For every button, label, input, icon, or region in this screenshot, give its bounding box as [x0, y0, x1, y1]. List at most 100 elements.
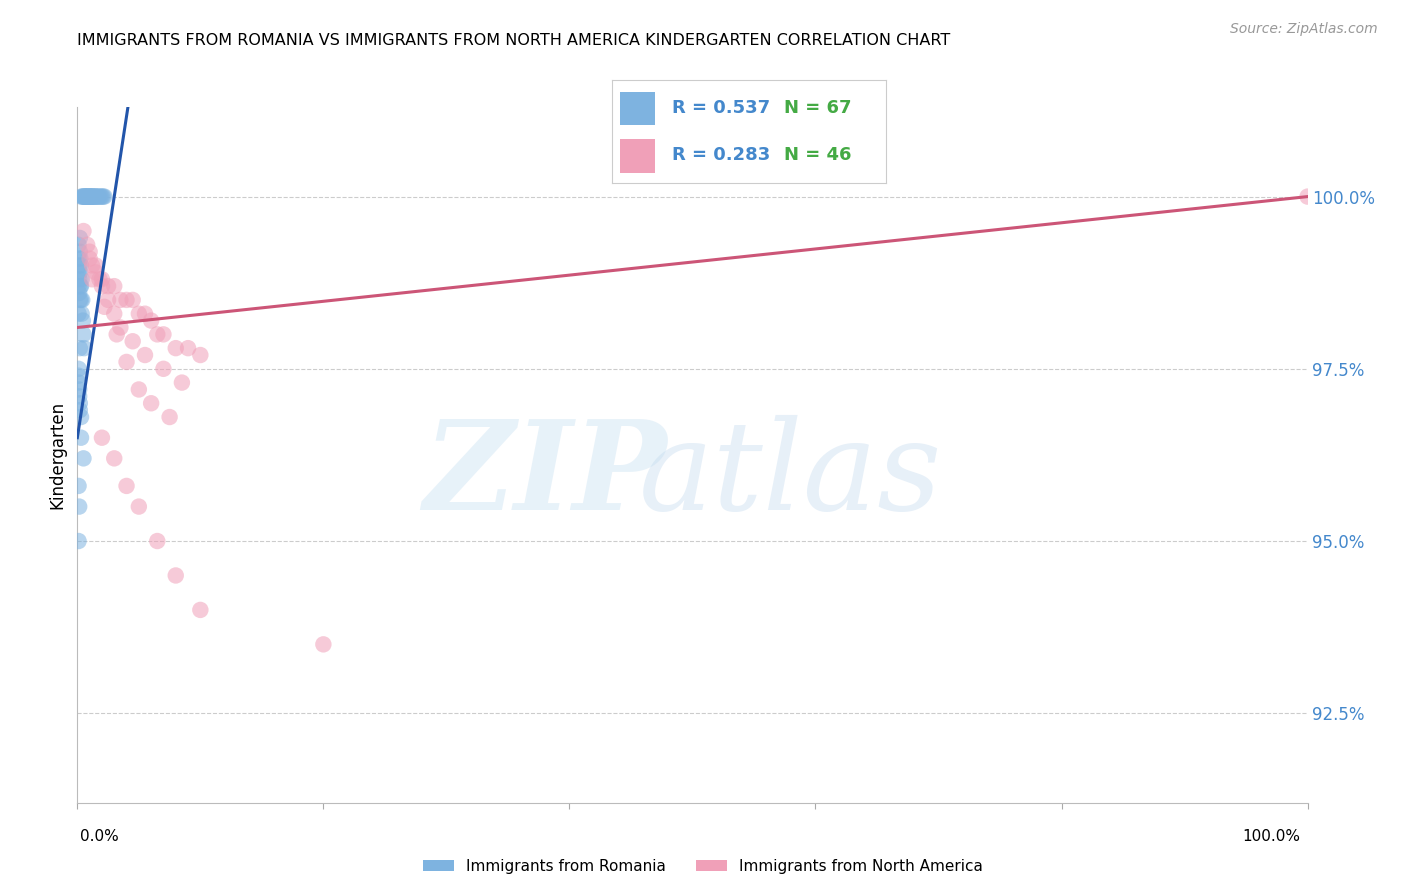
Point [73, 189, 96, 203]
Point [141, 396, 163, 410]
Point [69, 231, 91, 245]
Point [67, 389, 90, 403]
Point [70, 293, 93, 307]
Point [77, 189, 100, 203]
Point [84, 259, 107, 273]
Point [79, 252, 101, 266]
Point [67, 479, 90, 493]
Point [72, 313, 94, 327]
Point [90, 189, 112, 203]
Text: atlas: atlas [640, 415, 942, 537]
Point [79, 189, 101, 203]
Point [128, 500, 150, 514]
Point [82, 189, 104, 203]
Point [67, 252, 90, 266]
Point [90, 279, 114, 293]
Point [69, 252, 91, 266]
Point [69, 396, 91, 410]
Point [72, 189, 94, 203]
Point [70, 279, 93, 293]
Point [82, 189, 104, 203]
Point [90, 431, 114, 445]
Point [82, 259, 104, 273]
Point [70, 410, 93, 425]
Bar [620, 139, 655, 173]
Point [76, 189, 98, 203]
Point [72, 224, 94, 238]
Text: Source: ZipAtlas.com: Source: ZipAtlas.com [1230, 22, 1378, 37]
Point [70, 307, 93, 321]
Point [134, 307, 156, 321]
Point [146, 327, 169, 342]
Point [70, 431, 93, 445]
Point [67, 265, 90, 279]
Point [141, 313, 163, 327]
Point [80, 189, 103, 203]
Point [67, 307, 90, 321]
Point [70, 272, 93, 286]
Point [312, 637, 335, 651]
Point [89, 272, 111, 286]
Point [72, 327, 94, 342]
Text: IMMIGRANTS FROM ROMANIA VS IMMIGRANTS FROM NORTH AMERICA KINDERGARTEN CORRELATIO: IMMIGRANTS FROM ROMANIA VS IMMIGRANTS FR… [77, 33, 950, 47]
Point [77, 189, 100, 203]
Point [69, 244, 91, 259]
Text: N = 46: N = 46 [785, 145, 852, 163]
Point [152, 327, 174, 342]
Point [146, 534, 169, 549]
Text: 0.0%: 0.0% [80, 830, 120, 844]
Point [79, 189, 101, 203]
Point [76, 237, 98, 252]
Point [91, 189, 114, 203]
Point [79, 244, 101, 259]
Point [165, 568, 187, 582]
Point [110, 320, 132, 334]
Legend: Immigrants from Romania, Immigrants from North America: Immigrants from Romania, Immigrants from… [418, 853, 988, 880]
Point [72, 451, 94, 466]
Point [103, 279, 125, 293]
Text: 100.0%: 100.0% [1243, 830, 1301, 844]
Point [115, 293, 138, 307]
Text: R = 0.283: R = 0.283 [672, 145, 770, 163]
Y-axis label: Kindergarten: Kindergarten [48, 401, 66, 509]
Point [75, 189, 97, 203]
Point [105, 327, 128, 342]
Point [82, 272, 104, 286]
Point [69, 341, 91, 355]
Point [67, 500, 90, 514]
Point [67, 383, 90, 397]
Point [115, 355, 138, 369]
Point [152, 361, 174, 376]
Point [1296, 189, 1319, 203]
Point [121, 334, 143, 349]
Point [86, 189, 108, 203]
Point [188, 348, 212, 362]
Point [73, 341, 96, 355]
Point [93, 189, 115, 203]
Point [84, 189, 107, 203]
Point [134, 348, 156, 362]
Point [93, 300, 115, 314]
Point [73, 189, 96, 203]
Point [67, 534, 90, 549]
Point [121, 293, 143, 307]
Point [67, 376, 90, 390]
Point [67, 259, 90, 273]
Point [90, 272, 114, 286]
Point [97, 293, 120, 307]
Text: R = 0.537: R = 0.537 [672, 100, 770, 118]
Point [97, 279, 120, 293]
Point [89, 189, 111, 203]
Text: N = 67: N = 67 [785, 100, 852, 118]
Point [75, 189, 97, 203]
Point [67, 279, 90, 293]
Bar [620, 92, 655, 126]
Point [82, 189, 104, 203]
Point [72, 189, 94, 203]
Point [84, 265, 107, 279]
Point [70, 189, 93, 203]
Point [103, 451, 125, 466]
Point [83, 189, 105, 203]
Point [69, 403, 91, 417]
Point [70, 189, 93, 203]
